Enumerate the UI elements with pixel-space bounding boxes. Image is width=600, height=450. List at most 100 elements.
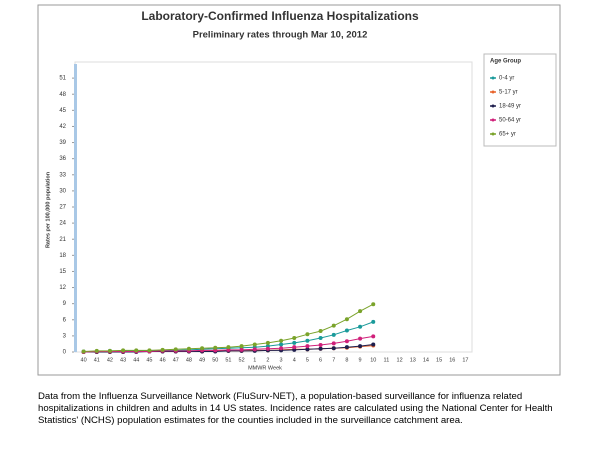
data-point — [331, 332, 336, 337]
y-tick-label: 24 — [59, 221, 66, 227]
data-point — [305, 347, 310, 352]
y-tick-label: 36 — [59, 156, 66, 162]
legend — [483, 53, 557, 147]
data-point — [279, 342, 284, 347]
y-tick-label: 30 — [59, 188, 66, 194]
x-tick-label: 51 — [225, 357, 231, 363]
axis-band — [74, 64, 77, 352]
data-point — [173, 347, 178, 352]
x-tick-label: 6 — [319, 357, 322, 363]
data-point — [200, 346, 205, 351]
x-tick-label: 3 — [280, 357, 283, 363]
data-point — [344, 328, 349, 333]
x-tick-label: 52 — [239, 357, 245, 363]
data-point — [107, 348, 112, 353]
x-tick-label: 15 — [436, 357, 442, 363]
data-point — [358, 336, 363, 341]
data-point — [318, 329, 323, 334]
data-point — [371, 342, 376, 347]
data-point — [252, 342, 257, 347]
data-point — [318, 343, 323, 348]
data-point — [279, 338, 284, 343]
data-point — [344, 345, 349, 350]
chart: Laboratory-Confirmed Influenza Hospitali… — [37, 4, 561, 376]
data-point — [292, 340, 297, 345]
x-tick-label: 11 — [384, 357, 390, 363]
data-point — [94, 348, 99, 353]
data-point — [331, 341, 336, 346]
x-tick-label: 2 — [266, 357, 269, 363]
x-tick-label: 49 — [199, 357, 205, 363]
legend-title: Age Group — [490, 59, 521, 65]
data-point — [81, 349, 86, 354]
data-point — [305, 338, 310, 343]
y-tick-label: 27 — [59, 205, 66, 211]
chart-title: Laboratory-Confirmed Influenza Hospitali… — [141, 9, 419, 23]
legend-label: 0-4 yr — [499, 76, 514, 82]
data-point — [344, 339, 349, 344]
legend-marker — [491, 118, 495, 122]
x-tick-label: 48 — [186, 357, 192, 363]
x-tick-label: 12 — [397, 357, 403, 363]
x-tick-label: 9 — [359, 357, 362, 363]
data-point — [292, 345, 297, 350]
x-tick-label: 50 — [212, 357, 218, 363]
y-tick-label: 45 — [59, 108, 66, 114]
legend-label: 65+ yr — [499, 132, 516, 138]
data-point — [318, 346, 323, 351]
legend-marker — [491, 76, 495, 80]
x-tick-label: 46 — [160, 357, 166, 363]
data-point — [292, 336, 297, 341]
data-point — [358, 344, 363, 349]
x-axis-label: MMWR Week — [248, 365, 282, 371]
x-tick-label: 47 — [173, 357, 179, 363]
y-tick-label: 48 — [59, 92, 66, 98]
x-tick-label: 4 — [293, 357, 296, 363]
x-tick-label: 42 — [107, 357, 113, 363]
legend-marker — [491, 104, 495, 108]
data-point — [318, 336, 323, 341]
data-point — [134, 348, 139, 353]
data-point — [305, 344, 310, 349]
legend-label: 18-49 yr — [499, 104, 521, 110]
data-point — [121, 348, 126, 353]
y-tick-label: 42 — [59, 124, 66, 130]
data-point — [213, 345, 218, 350]
data-point — [358, 309, 363, 314]
caption: Data from the Influenza Surveillance Net… — [38, 391, 553, 426]
y-tick-label: 18 — [59, 253, 66, 259]
y-tick-label: 6 — [63, 317, 67, 323]
data-point — [265, 346, 270, 351]
x-tick-label: 45 — [146, 357, 152, 363]
data-point — [344, 317, 349, 322]
data-point — [226, 345, 231, 350]
data-point — [358, 324, 363, 329]
x-tick-label: 44 — [133, 357, 139, 363]
x-tick-label: 1 — [253, 357, 256, 363]
chart-subtitle: Preliminary rates through Mar 10, 2012 — [193, 30, 368, 41]
x-tick-label: 40 — [81, 357, 87, 363]
y-tick-label: 15 — [59, 269, 66, 275]
legend-marker — [491, 90, 495, 94]
chart-frame — [37, 4, 561, 376]
data-point — [160, 347, 165, 352]
data-point — [252, 347, 257, 352]
data-point — [239, 344, 244, 349]
y-tick-label: 39 — [59, 140, 66, 146]
x-tick-label: 41 — [94, 357, 100, 363]
data-point — [265, 340, 270, 345]
legend-label: 5-17 yr — [499, 90, 518, 96]
y-tick-label: 9 — [63, 301, 67, 307]
data-point — [371, 319, 376, 324]
x-tick-label: 13 — [410, 357, 416, 363]
x-tick-label: 5 — [306, 357, 309, 363]
data-point — [239, 347, 244, 352]
data-point — [305, 332, 310, 337]
y-tick-label: 3 — [63, 333, 67, 339]
legend-label: 50-64 yr — [499, 118, 521, 124]
y-tick-label: 21 — [59, 237, 66, 243]
y-tick-label: 0 — [63, 350, 67, 356]
y-tick-label: 12 — [59, 285, 66, 291]
x-tick-label: 14 — [423, 357, 429, 363]
